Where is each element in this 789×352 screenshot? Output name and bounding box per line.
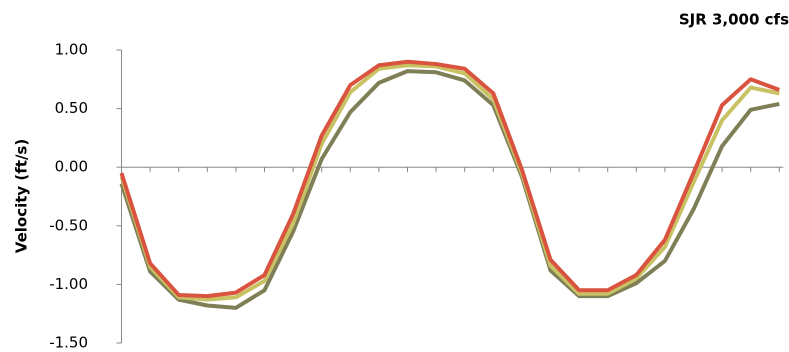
y-axis-label: Velocity (ft/s) — [13, 139, 31, 253]
y-tick-label: 1.00 — [55, 41, 88, 59]
series-line — [119, 63, 780, 302]
y-tick-label: -1.50 — [49, 334, 88, 352]
y-tick-label: -1.00 — [49, 275, 88, 293]
y-tick-label: -0.50 — [49, 216, 88, 234]
y-tick-label: 0.50 — [55, 99, 88, 117]
y-tick-label: 0.00 — [55, 158, 88, 176]
chart-title: SJR 3,000 cfs — [679, 11, 789, 29]
series-line — [119, 59, 780, 299]
series-line — [119, 69, 780, 310]
